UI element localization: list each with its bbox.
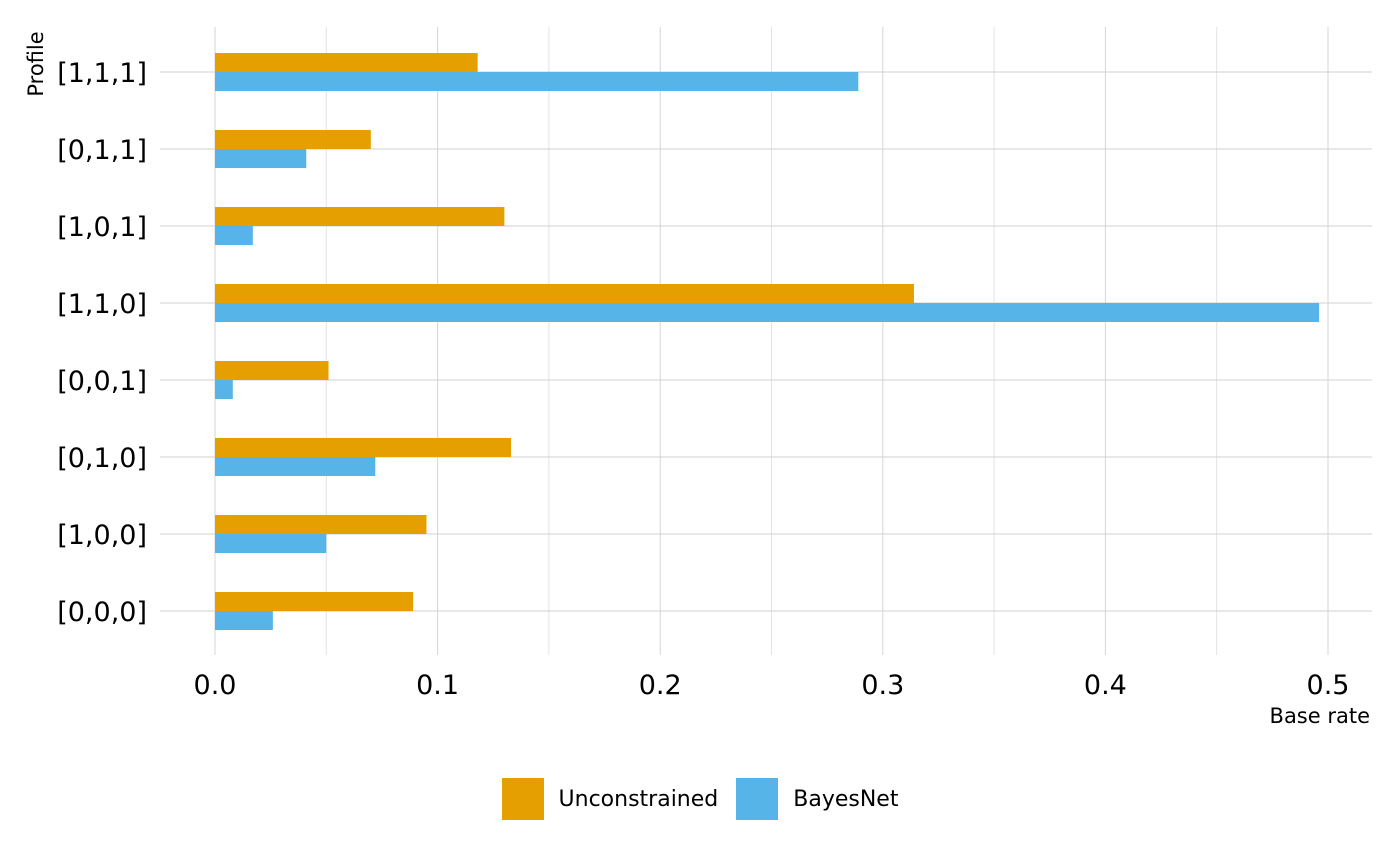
- x-tick-label: 0.2: [639, 670, 682, 701]
- bar-unconstrained: [215, 592, 414, 611]
- bar-bayesnet: [215, 149, 307, 168]
- bar-bayesnet: [215, 457, 376, 476]
- y-tick-label: [0,1,1]: [57, 135, 147, 166]
- y-tick-label: [1,1,1]: [57, 58, 147, 89]
- grid: [160, 27, 1372, 655]
- tick-labels: [1,1,1] [0,1,1] [1,0,1] [1,1,0] [0,0,1] [0,1,…: [57, 58, 1349, 701]
- bar-unconstrained: [215, 53, 478, 72]
- x-tick-label: 0.3: [861, 670, 904, 701]
- legend: Unconstrained BayesNet: [0, 778, 1400, 820]
- x-tick-label: 0.1: [416, 670, 459, 701]
- bar-unconstrained: [215, 207, 505, 226]
- bar-unconstrained: [215, 130, 371, 149]
- bar-bayesnet: [215, 303, 1320, 322]
- x-tick-label: 0.5: [1307, 670, 1350, 701]
- bar-bayesnet: [215, 611, 273, 630]
- y-tick-label: [0,0,1]: [57, 366, 147, 397]
- bars: [215, 53, 1320, 630]
- legend-swatch-bayesnet: [736, 778, 779, 820]
- bar-unconstrained: [215, 361, 329, 380]
- y-tick-label: [1,0,0]: [57, 520, 147, 551]
- legend-label-unconstrained: Unconstrained: [558, 786, 719, 812]
- bar-unconstrained: [215, 438, 512, 457]
- legend-swatch-unconstrained: [501, 778, 544, 820]
- y-tick-label: [1,1,0]: [57, 289, 147, 320]
- x-axis-label: Base rate: [1269, 704, 1370, 728]
- bar-unconstrained: [215, 284, 914, 303]
- bar-bayesnet: [215, 380, 233, 399]
- bar-bayesnet: [215, 534, 327, 553]
- bar-bayesnet: [215, 72, 859, 91]
- legend-item-unconstrained: Unconstrained: [501, 778, 719, 820]
- y-axis-label: Profile: [24, 31, 48, 97]
- legend-item-bayesnet: BayesNet: [736, 778, 898, 820]
- y-tick-label: [0,1,0]: [57, 443, 147, 474]
- x-tick-label: 0.0: [194, 670, 237, 701]
- bar-unconstrained: [215, 515, 427, 534]
- bar-bayesnet: [215, 226, 253, 245]
- y-tick-label: [1,0,1]: [57, 212, 147, 243]
- x-tick-label: 0.4: [1084, 670, 1127, 701]
- chart: [1,1,1] [0,1,1] [1,0,1] [1,1,0] [0,0,1] [0,1,…: [57, 27, 1372, 701]
- y-tick-label: [0,0,0]: [57, 597, 147, 628]
- legend-label-bayesnet: BayesNet: [793, 786, 899, 812]
